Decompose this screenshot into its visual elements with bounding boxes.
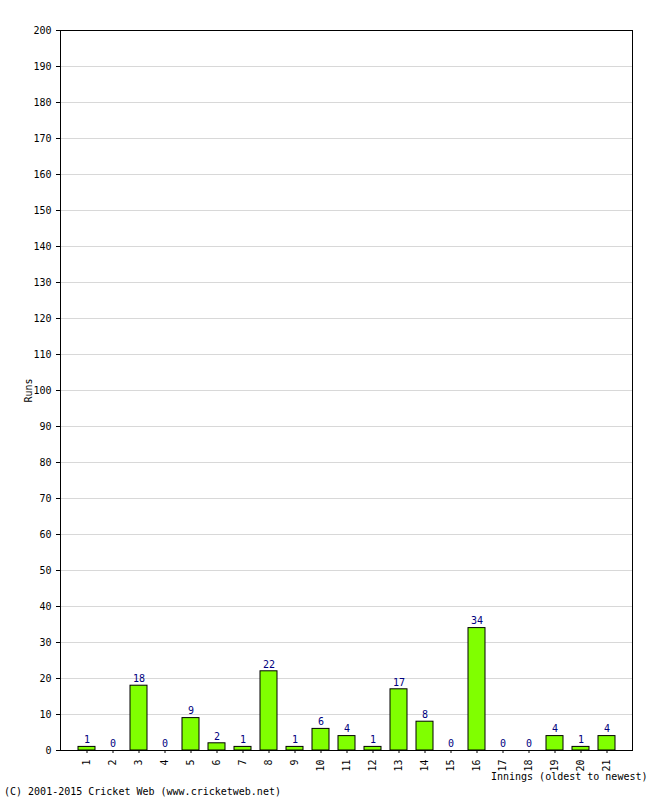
svg-text:17: 17	[393, 677, 405, 688]
svg-text:120: 120	[33, 313, 51, 324]
svg-text:110: 110	[33, 349, 51, 360]
svg-text:4: 4	[159, 760, 170, 766]
svg-text:21: 21	[601, 759, 613, 772]
svg-text:0: 0	[110, 738, 116, 749]
svg-text:9: 9	[188, 705, 194, 716]
svg-text:5: 5	[185, 760, 196, 766]
svg-text:17: 17	[497, 759, 509, 772]
svg-text:14: 14	[419, 760, 430, 772]
svg-text:10: 10	[315, 760, 326, 772]
svg-text:Runs: Runs	[23, 378, 34, 402]
svg-text:150: 150	[33, 205, 51, 216]
svg-text:160: 160	[33, 169, 51, 180]
svg-text:1: 1	[81, 760, 92, 766]
svg-text:4: 4	[604, 723, 610, 734]
svg-text:0: 0	[526, 738, 532, 749]
svg-text:20: 20	[575, 759, 587, 772]
svg-text:18: 18	[133, 673, 145, 684]
svg-text:8: 8	[263, 760, 274, 766]
svg-text:40: 40	[39, 601, 51, 612]
svg-text:10: 10	[39, 709, 51, 720]
svg-text:4: 4	[552, 723, 558, 734]
svg-text:1: 1	[240, 734, 246, 745]
svg-text:4: 4	[344, 723, 350, 734]
svg-text:16: 16	[471, 760, 482, 772]
svg-text:7: 7	[237, 760, 248, 766]
svg-text:1: 1	[578, 734, 584, 745]
svg-text:180: 180	[33, 97, 51, 108]
svg-text:19: 19	[549, 759, 561, 772]
svg-text:90: 90	[39, 421, 51, 432]
svg-text:9: 9	[289, 760, 300, 766]
svg-text:130: 130	[33, 277, 51, 288]
svg-text:13: 13	[393, 760, 404, 772]
svg-text:0: 0	[162, 738, 168, 749]
svg-text:1: 1	[292, 734, 298, 745]
svg-text:Innings (oldest to newest): Innings (oldest to newest)	[491, 771, 648, 782]
svg-text:170: 170	[33, 133, 51, 144]
svg-text:140: 140	[33, 241, 51, 252]
svg-text:18: 18	[523, 759, 535, 772]
svg-text:0: 0	[448, 738, 454, 749]
svg-text:1: 1	[84, 734, 90, 745]
svg-text:50: 50	[39, 565, 51, 576]
svg-text:11: 11	[341, 760, 352, 772]
svg-text:190: 190	[33, 61, 51, 72]
svg-text:22: 22	[263, 659, 275, 670]
svg-text:80: 80	[39, 457, 51, 468]
svg-text:200: 200	[33, 25, 51, 36]
svg-text:100: 100	[33, 385, 51, 396]
svg-text:15: 15	[445, 760, 456, 772]
svg-text:12: 12	[367, 760, 378, 772]
svg-text:30: 30	[39, 637, 51, 648]
html-text:(C) 2001-2015 Cricket Web (www: (C) 2001-2015 Cricket Web (www.cricketwe…	[4, 786, 281, 797]
svg-text:1: 1	[370, 734, 376, 745]
svg-text:20: 20	[39, 673, 51, 684]
svg-text:3: 3	[133, 760, 144, 766]
svg-text:34: 34	[471, 615, 483, 626]
svg-text:2: 2	[214, 731, 220, 742]
svg-text:60: 60	[39, 529, 51, 540]
svg-text:70: 70	[39, 493, 51, 504]
svg-text:0: 0	[45, 745, 51, 756]
svg-text:0: 0	[500, 738, 506, 749]
svg-text:8: 8	[422, 709, 428, 720]
svg-text:6: 6	[318, 716, 324, 727]
svg-text:2: 2	[107, 760, 118, 766]
svg-text:6: 6	[211, 760, 222, 766]
